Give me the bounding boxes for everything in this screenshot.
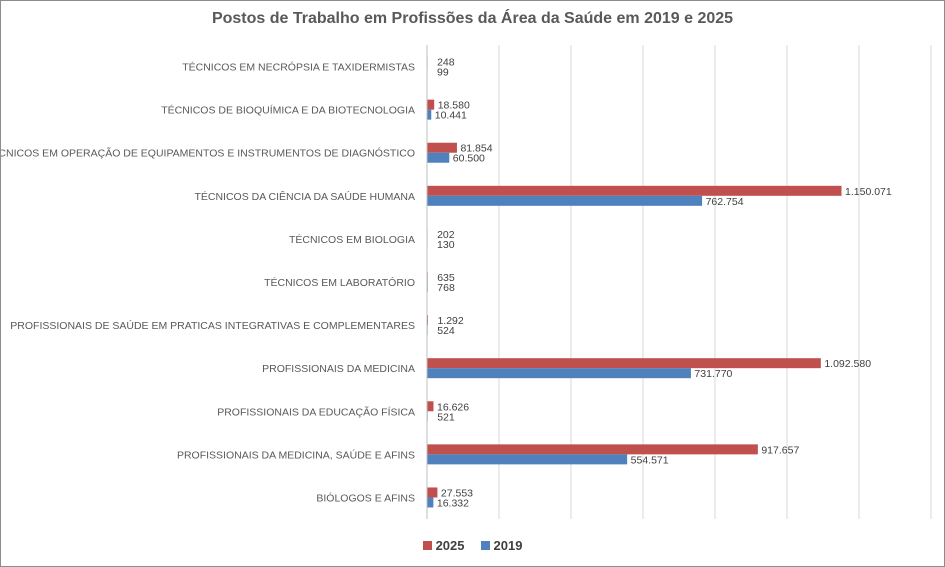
bar-2019: [427, 195, 703, 206]
data-label-2019: 16.332: [437, 497, 469, 509]
data-label-2025: 248: [437, 57, 455, 69]
category-label: PROFISSIONAIS DA EDUCAÇÃO FÍSICA: [217, 405, 415, 418]
category-label: PROFISSIONAIS DA MEDICINA: [262, 363, 415, 375]
category-label: TÉCNICOS DA CIÊNCIA DA SAÚDE HUMANA: [194, 190, 415, 203]
data-label-2025: 27.553: [441, 487, 473, 499]
category-label: TÉCNICOS EM NECRÓPSIA E TAXIDERMISTAS: [182, 61, 415, 74]
data-label-2019: 521: [437, 411, 455, 423]
data-label-2019: 762.754: [706, 196, 744, 208]
bar-2025: [427, 487, 438, 498]
data-label-2025: 16.626: [437, 401, 469, 413]
data-label-2025: 917.657: [761, 444, 799, 456]
data-label-2019: 768: [437, 282, 455, 294]
data-label-2019: 10.441: [435, 110, 467, 122]
bar-2019: [427, 152, 450, 163]
data-label-2019: 99: [437, 67, 449, 79]
data-label-2025: 18.580: [438, 100, 470, 112]
data-label-2025: 1.150.071: [845, 186, 892, 198]
legend-label-2019: 2019: [493, 538, 523, 553]
bar-2019: [427, 109, 432, 120]
data-label-2025: 202: [437, 229, 455, 241]
data-label-2025: 1.292: [437, 315, 463, 327]
data-label-2019: 524: [437, 325, 455, 337]
bar-2025: [427, 185, 842, 196]
legend-swatch-2025: [422, 541, 432, 550]
category-label: TÉCNICOS EM BIOLOGIA: [289, 233, 415, 246]
data-label-2019: 130: [437, 239, 455, 251]
data-label-2025: 1.092.580: [824, 358, 871, 370]
data-label-2019: 554.571: [631, 454, 669, 466]
data-label-2019: 731.770: [694, 368, 732, 380]
data-label-2019: 60.500: [453, 153, 485, 165]
data-label-2025: 635: [437, 272, 455, 284]
legend-label-2025: 2025: [435, 538, 465, 553]
legend-item-2025: 2025: [422, 538, 465, 553]
data-label-2025: 81.854: [460, 143, 492, 155]
legend-swatch-2019: [480, 541, 490, 550]
bar-2025: [427, 401, 434, 412]
bar-2019: [427, 497, 434, 508]
bar-2025: [427, 99, 435, 110]
bar-2019: [427, 368, 691, 379]
bar-2019: [427, 454, 628, 465]
category-label: BIÓLOGOS E AFINS: [316, 491, 415, 504]
bar-2025: [427, 142, 457, 153]
chart-title: Postos de Trabalho em Profissões da Área…: [211, 10, 734, 27]
category-label: TÉCNICOS DE BIOQUÍMICA E DA BIOTECNOLOGI…: [161, 104, 415, 117]
legend-item-2019: 2019: [480, 538, 523, 553]
category-label: PROFISSIONAIS DE SAÚDE EM PRATICAS INTEG…: [10, 319, 415, 332]
category-label: TÉCNICOS EM OPERAÇÃO DE EQUIPAMENTOS E I…: [1, 147, 415, 160]
category-label: TÉCNICOS EM LABORATÓRIO: [264, 276, 415, 289]
bar-2025: [427, 444, 758, 455]
bar-2025: [427, 358, 821, 369]
category-label: PROFISSIONAIS DA MEDICINA, SAÚDE E AFINS: [177, 448, 415, 461]
legend: 2025 2019: [1, 538, 944, 553]
